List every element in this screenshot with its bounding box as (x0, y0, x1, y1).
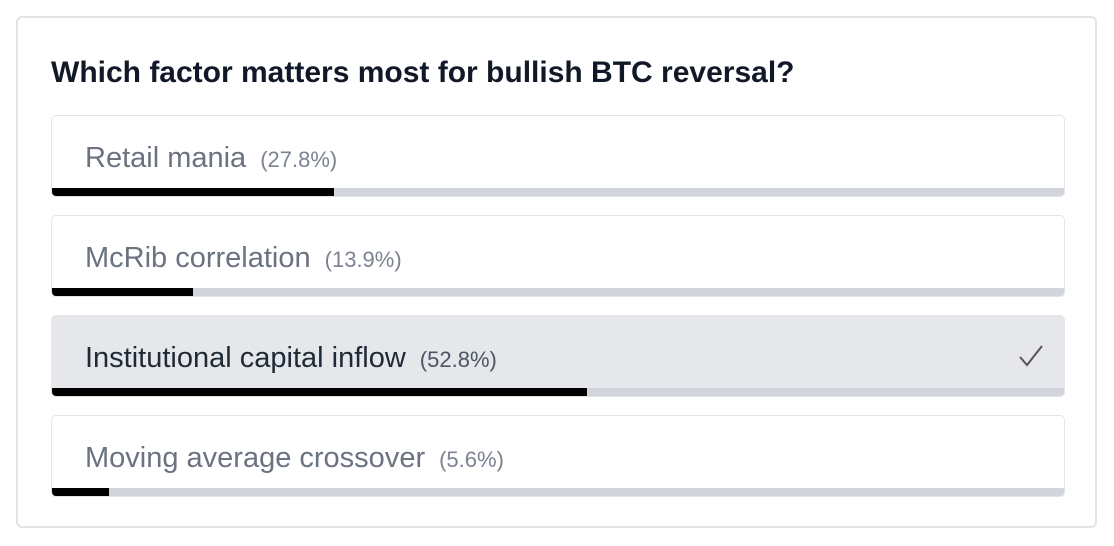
progress-fill (52, 188, 334, 196)
poll-option[interactable]: Retail mania (27.8%) (51, 115, 1065, 197)
poll-option[interactable]: McRib correlation (13.9%) (51, 215, 1065, 297)
poll-question: Which factor matters most for bullish BT… (51, 56, 795, 89)
option-label: Retail mania (27.8%) (85, 142, 338, 174)
option-percent: (5.6%) (439, 447, 504, 472)
progress-fill (52, 388, 588, 396)
check-mark (1019, 345, 1043, 367)
progress-track (52, 288, 1064, 296)
option-percent: (13.9%) (324, 247, 402, 272)
poll-option[interactable]: Moving average crossover (5.6%) (51, 415, 1065, 497)
option-label: Moving average crossover (5.6%) (85, 442, 504, 474)
check-icon (1019, 345, 1043, 367)
progress-track (52, 488, 1064, 496)
progress-fill (52, 288, 193, 296)
progress-track (52, 388, 1064, 396)
progress-fill (52, 488, 109, 496)
poll-option[interactable]: Institutional capital inflow (52.8%) (51, 315, 1065, 397)
option-label: Institutional capital inflow (52.8%) (85, 342, 497, 374)
progress-track (52, 188, 1064, 196)
option-label: McRib correlation (13.9%) (85, 242, 402, 274)
option-percent: (27.8%) (260, 147, 338, 172)
option-percent: (52.8%) (419, 347, 497, 372)
poll-card (16, 16, 1097, 528)
